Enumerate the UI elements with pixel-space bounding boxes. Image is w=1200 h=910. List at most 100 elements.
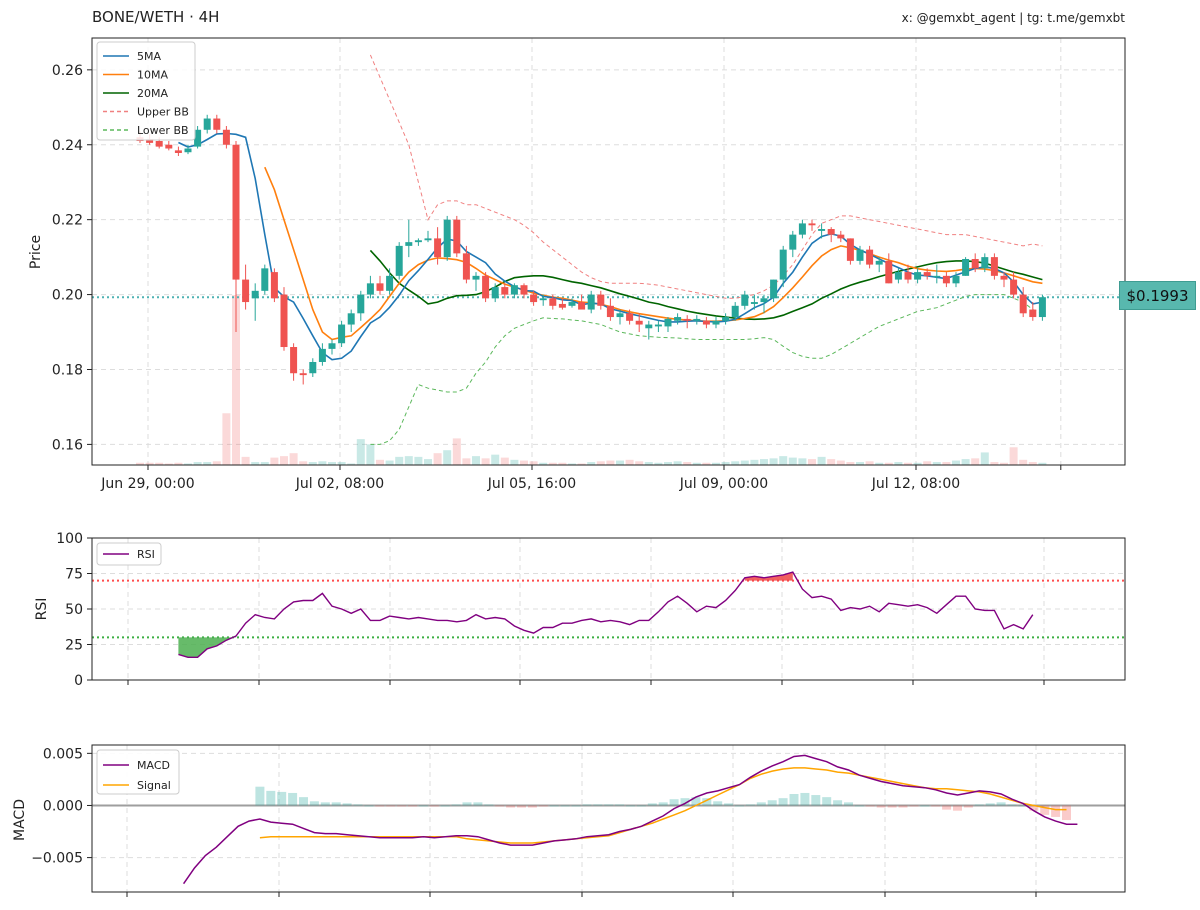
candle-body <box>549 298 557 306</box>
candle-body <box>222 129 230 145</box>
volume-bar <box>328 462 336 465</box>
candle-body <box>770 279 778 299</box>
candle-body <box>203 118 211 130</box>
macd-histogram-bar <box>299 797 308 806</box>
rsi-overbought-fill <box>744 572 793 581</box>
candle-body <box>837 234 845 239</box>
macd-histogram-bar <box>266 790 276 806</box>
candle-body <box>270 272 278 299</box>
macd-histogram-bar <box>397 805 407 807</box>
candle-body <box>962 258 970 276</box>
volume-bar <box>548 462 557 465</box>
macd-histogram-bar <box>745 804 755 806</box>
rsi-oversold-fill <box>178 635 236 658</box>
ma5-line <box>178 132 1043 361</box>
macd-histogram-bar <box>811 795 821 806</box>
price-ytick-label: 0.18 <box>52 362 83 378</box>
volume-bar <box>596 461 605 465</box>
volume-bar <box>481 458 490 465</box>
macd-histogram-bar <box>691 797 701 806</box>
volume-bar <box>145 462 154 465</box>
volume-bar <box>865 461 874 465</box>
price-legend-label: Upper BB <box>137 106 189 119</box>
candle-body <box>261 268 269 291</box>
macd-histogram-bar <box>778 798 788 806</box>
volume-bar <box>529 461 538 465</box>
price-ytick-label: 0.22 <box>52 213 83 229</box>
candle-body <box>510 285 518 295</box>
candle-body <box>635 320 643 325</box>
candle-body <box>165 144 173 149</box>
macd-histogram-bar <box>626 805 635 807</box>
rsi-panel-frame <box>91 537 1126 681</box>
macd-histogram-bar <box>604 804 614 806</box>
candle-body <box>741 294 749 306</box>
macd-histogram-bar <box>571 805 581 807</box>
candle-body <box>626 313 634 321</box>
ma20-line <box>369 249 1043 321</box>
volume-bar <box>356 439 365 465</box>
volume-bar <box>270 457 279 465</box>
upper-bb-line <box>369 54 1043 299</box>
candle-body <box>453 219 461 254</box>
macd-histogram-bar <box>615 804 625 806</box>
candle-body <box>184 148 192 153</box>
volume-bar <box>971 458 980 465</box>
volume-bar <box>472 456 480 465</box>
candle-body <box>904 272 912 280</box>
macd-histogram-bar <box>451 804 461 806</box>
candle-body <box>654 324 662 327</box>
volume-bar <box>740 460 749 465</box>
macd-histogram-bar <box>331 802 341 806</box>
volume-bar <box>644 462 653 465</box>
macd-histogram-bar <box>353 804 363 806</box>
volume-bar <box>990 462 999 465</box>
candle-body <box>616 313 624 318</box>
volume-bar <box>606 460 615 465</box>
volume-bar <box>289 453 298 465</box>
candle-body <box>693 318 701 321</box>
volume-bar <box>520 460 528 465</box>
candle-body <box>376 283 384 291</box>
candle-body <box>462 253 470 280</box>
candle-body <box>155 141 163 147</box>
candle-body <box>818 229 826 231</box>
volume-bar <box>568 463 576 465</box>
macd-histogram-bar <box>506 805 516 808</box>
volume-bar <box>1028 462 1037 465</box>
volume-bar <box>932 462 941 465</box>
volume-bar <box>222 413 231 465</box>
candle-body <box>213 118 221 130</box>
price-legend-label: 20MA <box>137 87 168 100</box>
candle-body <box>501 287 509 295</box>
volume-bar <box>712 462 720 465</box>
candle-body <box>1010 279 1018 295</box>
volume-bar <box>654 462 663 465</box>
candle-body <box>491 287 499 299</box>
candle-body <box>674 317 682 321</box>
macd-histogram-bar <box>909 805 919 807</box>
volume-bar <box>625 459 634 465</box>
candle-body <box>885 260 893 284</box>
candle-body <box>923 272 931 276</box>
lower-bb-line <box>370 294 1043 445</box>
volume-bar <box>232 295 240 465</box>
volume-bar <box>241 456 250 465</box>
candle-body <box>750 302 758 304</box>
price-axis-label: Price <box>28 235 44 269</box>
candle-body <box>366 283 374 295</box>
volume-bar <box>788 457 797 465</box>
macd-histogram-bar <box>277 791 287 806</box>
volume-bar <box>212 461 221 465</box>
volume-bar <box>184 463 192 465</box>
volume-bar <box>193 462 202 465</box>
volume-bar <box>462 458 471 465</box>
macd-histogram-bar <box>386 805 396 807</box>
candle-body <box>318 348 326 362</box>
price-ytick-label: 0.20 <box>52 288 83 304</box>
macd-histogram-bar <box>931 805 941 807</box>
rsi-ytick-label: 75 <box>65 567 83 583</box>
candle-body <box>1029 309 1037 318</box>
credit-text: x: @gemxbt_agent | tg: t.me/gemxbt <box>901 11 1125 25</box>
macd-histogram-bar <box>560 805 570 807</box>
